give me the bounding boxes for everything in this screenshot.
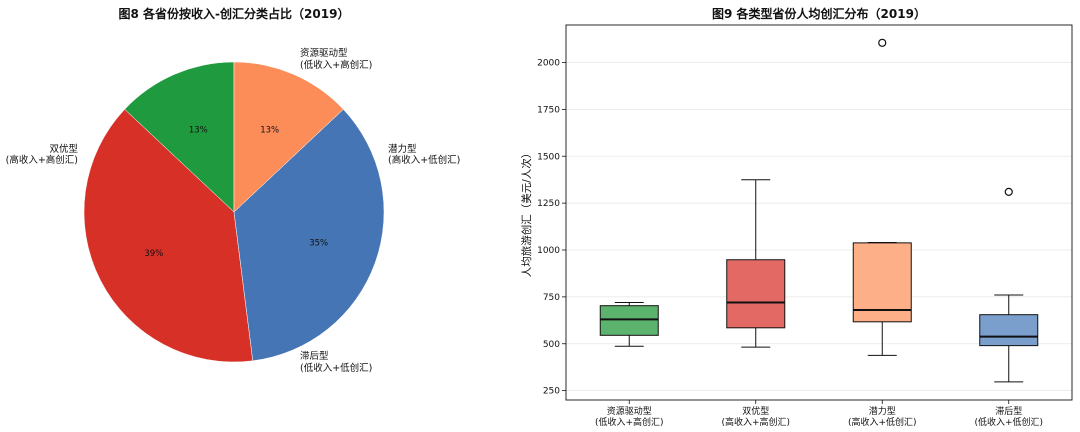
pie-slice-label: 滞后型 — [300, 351, 329, 362]
plot-frame — [565, 24, 1073, 401]
box-iqr — [852, 242, 912, 323]
box-iqr — [979, 314, 1039, 347]
box-outlier — [878, 38, 887, 47]
y-axis-label: 人均旅游创汇（美元/人次） — [520, 148, 533, 278]
pie-slice-label: 双优型 — [49, 143, 78, 155]
y-tick-label: 1250 — [537, 199, 560, 209]
x-tick-label: 潜力型 — [869, 405, 896, 417]
y-tick-label: 2000 — [537, 59, 560, 69]
y-tick-label: 1500 — [537, 152, 560, 162]
box-title: 图9 各类型省份人均创汇分布（2019） — [712, 6, 926, 21]
pie-slice — [83, 108, 254, 363]
x-tick-sublabel: (低收入+高创汇) — [595, 416, 664, 428]
pie-slice-sublabel: (高收入+低创汇) — [388, 154, 460, 166]
box-iqr — [599, 305, 659, 336]
y-tick-label: 1000 — [537, 246, 560, 256]
pie-slice-sublabel: (高收入+高创汇) — [6, 154, 78, 166]
pie-percent-label: 39% — [144, 249, 163, 259]
pie-percent-label: 13% — [189, 125, 208, 135]
pie-slice-label: 潜力型 — [388, 143, 417, 155]
box-outlier — [1004, 187, 1013, 196]
pie-slice-sublabel: (低收入+高创汇) — [300, 59, 372, 71]
box-iqr — [726, 259, 786, 329]
y-tick-label: 500 — [543, 340, 560, 350]
y-tick-label: 1750 — [537, 105, 560, 115]
x-tick-label: 滞后型 — [995, 406, 1022, 417]
x-tick-sublabel: (高收入+高创汇) — [721, 416, 790, 428]
x-tick-label: 资源驱动型 — [607, 406, 652, 417]
pie-slice — [124, 61, 235, 213]
y-tick-label: 750 — [543, 293, 560, 303]
pie-slice-sublabel: (低收入+低创汇) — [300, 362, 372, 374]
x-tick-sublabel: (高收入+低创汇) — [848, 416, 917, 428]
x-tick-sublabel: (低收入+低创汇) — [974, 416, 1043, 428]
y-tick-label: 250 — [543, 387, 560, 397]
pie-percent-label: 13% — [260, 125, 279, 135]
pie-slice — [233, 61, 344, 213]
pie-slice-label: 资源驱动型 — [300, 48, 348, 59]
pie-title: 图8 各省份按收入-创汇分类占比（2019） — [119, 6, 350, 21]
pie-percent-label: 35% — [309, 239, 328, 249]
x-tick-label: 双优型 — [742, 405, 769, 417]
pie-slice — [233, 108, 385, 362]
